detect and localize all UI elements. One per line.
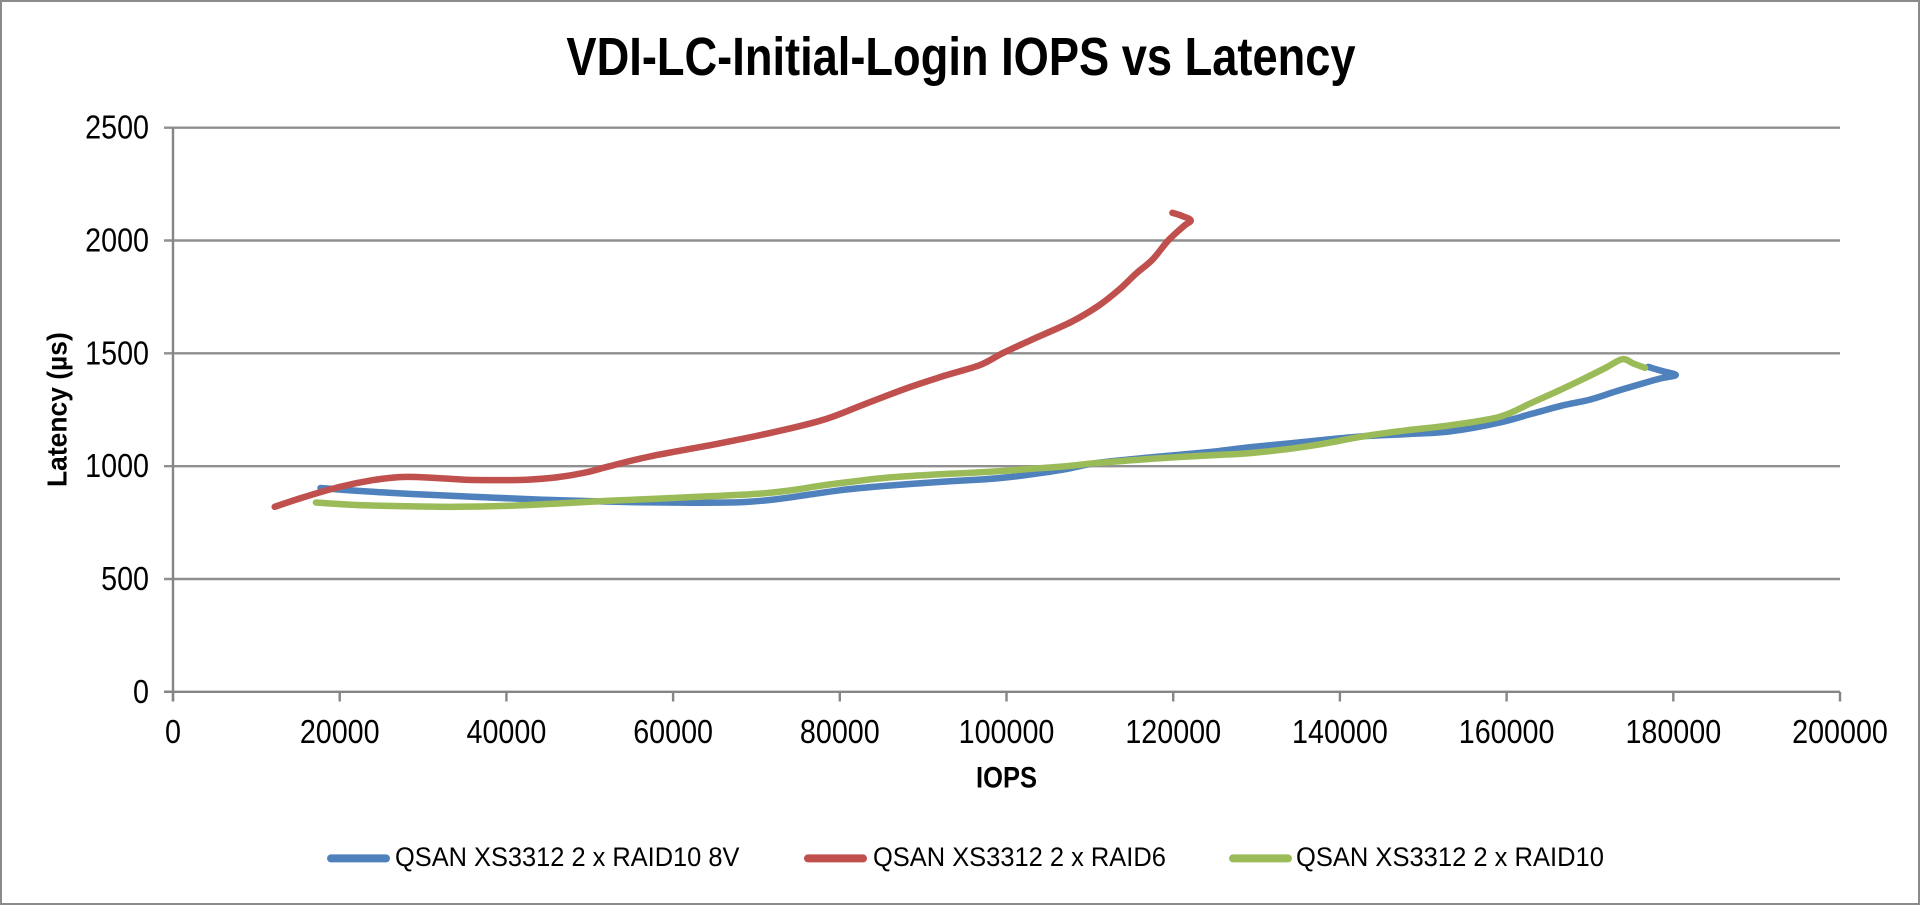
svg-text:Latency (µs): Latency (µs) <box>41 332 73 487</box>
svg-text:QSAN XS3312 2 x RAID10 8V: QSAN XS3312 2 x RAID10 8V <box>395 841 740 872</box>
svg-text:1500: 1500 <box>85 334 149 371</box>
svg-text:IOPS: IOPS <box>976 761 1037 794</box>
svg-text:1000: 1000 <box>85 447 149 484</box>
svg-text:120000: 120000 <box>1125 713 1221 750</box>
svg-text:0: 0 <box>165 713 181 750</box>
svg-text:QSAN XS3312 2 x RAID10: QSAN XS3312 2 x RAID10 <box>1296 841 1604 872</box>
svg-text:80000: 80000 <box>800 713 880 750</box>
svg-text:VDI-LC-Initial-Login IOPS vs L: VDI-LC-Initial-Login IOPS vs Latency <box>566 26 1355 87</box>
svg-text:2500: 2500 <box>85 109 149 146</box>
svg-text:40000: 40000 <box>467 713 547 750</box>
svg-text:QSAN XS3312 2 x RAID6: QSAN XS3312 2 x RAID6 <box>873 841 1166 872</box>
svg-text:2000: 2000 <box>85 222 149 259</box>
svg-text:500: 500 <box>101 560 149 597</box>
svg-text:200000: 200000 <box>1792 713 1888 750</box>
svg-text:100000: 100000 <box>959 713 1055 750</box>
svg-text:20000: 20000 <box>300 713 380 750</box>
svg-text:0: 0 <box>133 673 149 710</box>
svg-text:60000: 60000 <box>633 713 713 750</box>
svg-text:140000: 140000 <box>1292 713 1388 750</box>
svg-text:180000: 180000 <box>1625 713 1721 750</box>
svg-text:160000: 160000 <box>1459 713 1555 750</box>
